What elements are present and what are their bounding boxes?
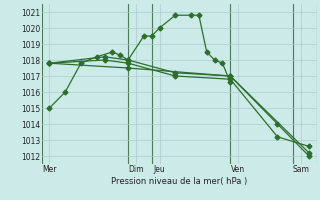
X-axis label: Pression niveau de la mer( hPa ): Pression niveau de la mer( hPa ) <box>111 177 247 186</box>
